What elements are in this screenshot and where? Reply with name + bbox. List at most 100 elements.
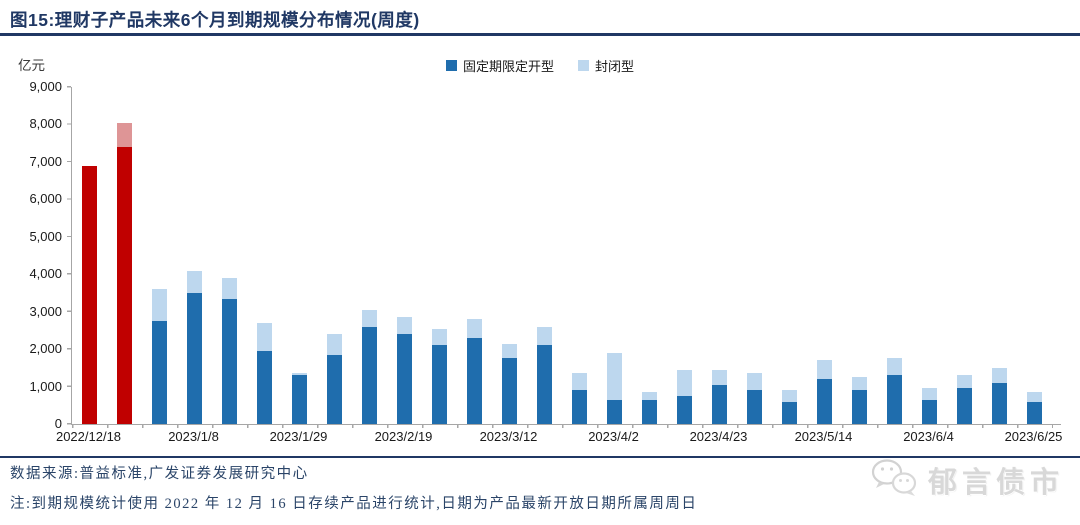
- x-axis-tick-label: 2023/1/8: [168, 429, 219, 444]
- bar-segment-closed: [712, 369, 727, 385]
- bar-segment-closed: [502, 343, 517, 359]
- x-axis-tick-label: 2023/4/23: [689, 429, 748, 444]
- title-divider: [0, 33, 1080, 36]
- y-axis-tick-label: 6,000: [29, 191, 62, 207]
- bar: [527, 87, 562, 424]
- y-axis-tick-label: 5,000: [29, 228, 62, 244]
- watermark-text: 郁言债市: [927, 466, 1064, 499]
- bar-segment-fixed: [712, 384, 727, 424]
- bar: [702, 87, 737, 424]
- bar-segment-closed: [922, 388, 937, 400]
- y-axis-ticks: [66, 86, 71, 425]
- bar-segment-closed: [222, 277, 237, 299]
- bar-segment-closed: [467, 319, 482, 338]
- x-axis-tick-label: 2023/4/2: [588, 429, 639, 444]
- legend-swatch: [578, 60, 589, 71]
- bar-segment-fixed: [992, 382, 1007, 424]
- y-axis-tick-label: 3,000: [29, 303, 62, 319]
- bar-segment-fixed: [327, 354, 342, 424]
- x-axis-tick-label: 2023/6/4: [903, 429, 954, 444]
- x-axis-tick-label: 2023/3/12: [479, 429, 538, 444]
- bar-segment-closed: [292, 373, 307, 376]
- bar: [212, 87, 247, 424]
- bar-segment-fixed: [922, 399, 937, 424]
- bar-segment-closed: [537, 326, 552, 346]
- bar-segment-fixed: [502, 358, 517, 424]
- bar-segment-fixed: [1027, 401, 1042, 424]
- bar-segment-closed: [152, 289, 167, 322]
- bar: [912, 87, 947, 424]
- wechat-icon: [870, 457, 922, 502]
- bar-segment-fixed: [292, 375, 307, 424]
- bar-segment-closed: [607, 352, 622, 400]
- bar-segment-fixed: [817, 379, 832, 424]
- bar-segment-closed: [992, 367, 1007, 383]
- bar-segment-fixed: [222, 298, 237, 424]
- bar: [737, 87, 772, 424]
- bar-segment-fixed: [572, 390, 587, 424]
- y-axis-tick-label: 4,000: [29, 266, 62, 282]
- watermark: 郁言债市: [870, 457, 1064, 502]
- bar-segment-fixed: [677, 395, 692, 424]
- figure-title: 图15:理财子产品未来6个月到期规模分布情况(周度): [10, 10, 420, 30]
- bar-segment-closed: [957, 375, 972, 389]
- y-axis-tick-label: 0: [54, 416, 62, 431]
- bar: [947, 87, 982, 424]
- y-axis-unit-label: 亿元: [18, 58, 45, 73]
- bar: [842, 87, 877, 424]
- bar: [632, 87, 667, 424]
- footer-divider: [0, 456, 1080, 458]
- bar-segment-fixed: [642, 399, 657, 424]
- legend-item: 封闭型: [578, 56, 634, 75]
- bar: [352, 87, 387, 424]
- legend-label: 固定期限定开型: [462, 59, 554, 74]
- legend-swatch: [445, 60, 457, 71]
- x-axis-ticks: [72, 424, 1053, 428]
- legend-item: 固定期限定开型: [445, 56, 554, 75]
- y-axis-tick-label: 2,000: [29, 341, 62, 357]
- bar: [492, 87, 527, 424]
- bar: [667, 87, 702, 424]
- x-axis-tick-label: 2023/1/29: [269, 429, 328, 444]
- bar: [247, 87, 282, 424]
- bar: [422, 87, 457, 424]
- bar: [982, 87, 1017, 424]
- bar-segment-fixed: [957, 388, 972, 424]
- bar: [1017, 87, 1052, 424]
- bar-segment-fixed: [432, 345, 447, 424]
- bar-segment-fixed: [467, 337, 482, 424]
- bar-segment-fixed: [82, 165, 97, 424]
- x-axis-tick-label: 2022/12/18: [55, 429, 122, 444]
- bar-segment-fixed: [537, 345, 552, 424]
- bar-segment-closed: [187, 270, 202, 293]
- bar-segment-fixed: [152, 321, 167, 424]
- bar-segment-closed: [782, 390, 797, 402]
- bar-segment-fixed: [362, 326, 377, 424]
- bar: [72, 87, 107, 424]
- bar: [807, 87, 842, 424]
- bar-segment-closed: [852, 377, 867, 391]
- x-axis-tick-label: 2023/5/14: [794, 429, 853, 444]
- x-axis-labels: 2022/12/18 2023/1/8 2023/1/29 2023/2/19 2023…: [56, 429, 1062, 449]
- bar-segment-closed: [747, 373, 762, 391]
- footnote-text: 注:到期规模统计使用 2022 年 12 月 16 日存续产品进行统计,日期为产…: [10, 496, 698, 512]
- legend-label: 封闭型: [595, 59, 635, 74]
- x-axis-tick-label: 2023/6/25: [1004, 429, 1063, 444]
- bar: [387, 87, 422, 424]
- y-axis-tick-label: 1,000: [29, 378, 62, 394]
- bar-segment-closed: [642, 392, 657, 400]
- bar-segment-closed: [572, 373, 587, 391]
- data-source-text: 数据来源:普益标准,广发证券发展研究中心: [10, 466, 309, 482]
- bar-segment-closed: [257, 322, 272, 351]
- bar-segment-fixed: [187, 292, 202, 424]
- bar: [142, 87, 177, 424]
- y-axis-tick-label: 7,000: [29, 153, 62, 169]
- bar-segment-fixed: [887, 375, 902, 424]
- bar: [317, 87, 352, 424]
- bar-segment-fixed: [397, 334, 412, 424]
- bar-segment-closed: [887, 358, 902, 376]
- bar: [177, 87, 212, 424]
- bar: [282, 87, 317, 424]
- bar-segment-closed: [397, 317, 412, 335]
